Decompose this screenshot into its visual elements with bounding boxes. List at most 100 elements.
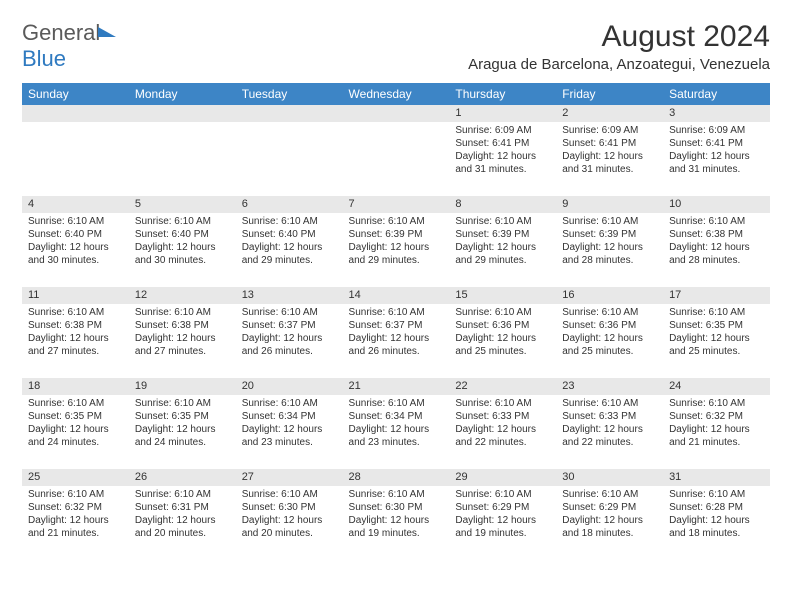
day-details: Sunrise: 6:10 AMSunset: 6:29 PMDaylight:… — [556, 486, 663, 544]
sunrise-line: Sunrise: 6:10 AM — [349, 306, 444, 319]
day-number: 12 — [129, 287, 236, 304]
header: General Blue August 2024 Aragua de Barce… — [22, 20, 770, 73]
day-number: 31 — [663, 469, 770, 486]
calendar-cell: 9Sunrise: 6:10 AMSunset: 6:39 PMDaylight… — [556, 196, 663, 287]
day-number: 14 — [343, 287, 450, 304]
sunset-line: Sunset: 6:34 PM — [242, 410, 337, 423]
calendar-cell — [129, 105, 236, 196]
sunrise-line: Sunrise: 6:10 AM — [135, 397, 230, 410]
day-number: 1 — [449, 105, 556, 122]
day-details: Sunrise: 6:10 AMSunset: 6:36 PMDaylight:… — [556, 304, 663, 362]
daylight-line: Daylight: 12 hours and 21 minutes. — [669, 423, 764, 449]
day-number: 23 — [556, 378, 663, 395]
daylight-line: Daylight: 12 hours and 18 minutes. — [669, 514, 764, 540]
calendar-cell: 11Sunrise: 6:10 AMSunset: 6:38 PMDayligh… — [22, 287, 129, 378]
day-details: Sunrise: 6:10 AMSunset: 6:31 PMDaylight:… — [129, 486, 236, 544]
calendar-cell: 2Sunrise: 6:09 AMSunset: 6:41 PMDaylight… — [556, 105, 663, 196]
day-details: Sunrise: 6:09 AMSunset: 6:41 PMDaylight:… — [449, 122, 556, 180]
day-number: 15 — [449, 287, 556, 304]
day-details: Sunrise: 6:10 AMSunset: 6:33 PMDaylight:… — [556, 395, 663, 453]
sunset-line: Sunset: 6:41 PM — [455, 137, 550, 150]
calendar-cell: 16Sunrise: 6:10 AMSunset: 6:36 PMDayligh… — [556, 287, 663, 378]
day-details: Sunrise: 6:10 AMSunset: 6:34 PMDaylight:… — [236, 395, 343, 453]
day-number: 9 — [556, 196, 663, 213]
day-number: 18 — [22, 378, 129, 395]
daylight-line: Daylight: 12 hours and 19 minutes. — [455, 514, 550, 540]
calendar-cell: 27Sunrise: 6:10 AMSunset: 6:30 PMDayligh… — [236, 469, 343, 560]
calendar-cell: 8Sunrise: 6:10 AMSunset: 6:39 PMDaylight… — [449, 196, 556, 287]
sunrise-line: Sunrise: 6:09 AM — [669, 124, 764, 137]
empty-day-bar — [129, 105, 236, 122]
sunrise-line: Sunrise: 6:10 AM — [28, 306, 123, 319]
calendar-cell: 26Sunrise: 6:10 AMSunset: 6:31 PMDayligh… — [129, 469, 236, 560]
logo-text-blue: Blue — [22, 46, 66, 71]
sunrise-line: Sunrise: 6:10 AM — [455, 306, 550, 319]
daylight-line: Daylight: 12 hours and 22 minutes. — [562, 423, 657, 449]
daylight-line: Daylight: 12 hours and 28 minutes. — [669, 241, 764, 267]
sunrise-line: Sunrise: 6:10 AM — [455, 215, 550, 228]
day-details: Sunrise: 6:10 AMSunset: 6:35 PMDaylight:… — [663, 304, 770, 362]
daylight-line: Daylight: 12 hours and 25 minutes. — [562, 332, 657, 358]
calendar-cell: 19Sunrise: 6:10 AMSunset: 6:35 PMDayligh… — [129, 378, 236, 469]
daylight-line: Daylight: 12 hours and 29 minutes. — [455, 241, 550, 267]
sunrise-line: Sunrise: 6:10 AM — [562, 306, 657, 319]
sunrise-line: Sunrise: 6:10 AM — [28, 215, 123, 228]
day-number: 8 — [449, 196, 556, 213]
sunset-line: Sunset: 6:38 PM — [28, 319, 123, 332]
sunset-line: Sunset: 6:36 PM — [455, 319, 550, 332]
calendar-row: 11Sunrise: 6:10 AMSunset: 6:38 PMDayligh… — [22, 287, 770, 378]
daylight-line: Daylight: 12 hours and 24 minutes. — [28, 423, 123, 449]
day-details: Sunrise: 6:10 AMSunset: 6:39 PMDaylight:… — [343, 213, 450, 271]
day-details: Sunrise: 6:10 AMSunset: 6:30 PMDaylight:… — [343, 486, 450, 544]
weekday-header-row: SundayMondayTuesdayWednesdayThursdayFrid… — [22, 83, 770, 105]
daylight-line: Daylight: 12 hours and 25 minutes. — [455, 332, 550, 358]
day-details: Sunrise: 6:10 AMSunset: 6:40 PMDaylight:… — [22, 213, 129, 271]
day-number: 24 — [663, 378, 770, 395]
sunset-line: Sunset: 6:40 PM — [242, 228, 337, 241]
sunset-line: Sunset: 6:41 PM — [669, 137, 764, 150]
calendar-table: SundayMondayTuesdayWednesdayThursdayFrid… — [22, 83, 770, 560]
daylight-line: Daylight: 12 hours and 31 minutes. — [455, 150, 550, 176]
calendar-cell: 7Sunrise: 6:10 AMSunset: 6:39 PMDaylight… — [343, 196, 450, 287]
calendar-cell: 29Sunrise: 6:10 AMSunset: 6:29 PMDayligh… — [449, 469, 556, 560]
daylight-line: Daylight: 12 hours and 29 minutes. — [349, 241, 444, 267]
calendar-cell: 20Sunrise: 6:10 AMSunset: 6:34 PMDayligh… — [236, 378, 343, 469]
day-number: 2 — [556, 105, 663, 122]
day-details: Sunrise: 6:10 AMSunset: 6:40 PMDaylight:… — [129, 213, 236, 271]
day-number: 21 — [343, 378, 450, 395]
day-number: 17 — [663, 287, 770, 304]
day-number: 22 — [449, 378, 556, 395]
weekday-header: Friday — [556, 83, 663, 105]
daylight-line: Daylight: 12 hours and 24 minutes. — [135, 423, 230, 449]
day-number: 6 — [236, 196, 343, 213]
daylight-line: Daylight: 12 hours and 25 minutes. — [669, 332, 764, 358]
sunrise-line: Sunrise: 6:10 AM — [28, 397, 123, 410]
day-details: Sunrise: 6:10 AMSunset: 6:35 PMDaylight:… — [129, 395, 236, 453]
calendar-cell: 3Sunrise: 6:09 AMSunset: 6:41 PMDaylight… — [663, 105, 770, 196]
day-number: 28 — [343, 469, 450, 486]
weekday-header: Monday — [129, 83, 236, 105]
calendar-cell: 12Sunrise: 6:10 AMSunset: 6:38 PMDayligh… — [129, 287, 236, 378]
weekday-header: Thursday — [449, 83, 556, 105]
daylight-line: Daylight: 12 hours and 23 minutes. — [242, 423, 337, 449]
day-details: Sunrise: 6:09 AMSunset: 6:41 PMDaylight:… — [663, 122, 770, 180]
sunset-line: Sunset: 6:39 PM — [562, 228, 657, 241]
day-details: Sunrise: 6:10 AMSunset: 6:38 PMDaylight:… — [129, 304, 236, 362]
day-details: Sunrise: 6:10 AMSunset: 6:38 PMDaylight:… — [22, 304, 129, 362]
sunset-line: Sunset: 6:28 PM — [669, 501, 764, 514]
sunset-line: Sunset: 6:34 PM — [349, 410, 444, 423]
logo: General Blue — [22, 20, 116, 72]
day-number: 10 — [663, 196, 770, 213]
empty-day-bar — [343, 105, 450, 122]
daylight-line: Daylight: 12 hours and 27 minutes. — [135, 332, 230, 358]
calendar-cell: 31Sunrise: 6:10 AMSunset: 6:28 PMDayligh… — [663, 469, 770, 560]
daylight-line: Daylight: 12 hours and 30 minutes. — [135, 241, 230, 267]
sunrise-line: Sunrise: 6:10 AM — [562, 397, 657, 410]
sunset-line: Sunset: 6:31 PM — [135, 501, 230, 514]
sunset-line: Sunset: 6:41 PM — [562, 137, 657, 150]
day-details: Sunrise: 6:10 AMSunset: 6:37 PMDaylight:… — [343, 304, 450, 362]
sunrise-line: Sunrise: 6:10 AM — [242, 215, 337, 228]
month-title: August 2024 — [468, 20, 770, 54]
sunrise-line: Sunrise: 6:09 AM — [562, 124, 657, 137]
sunset-line: Sunset: 6:30 PM — [242, 501, 337, 514]
